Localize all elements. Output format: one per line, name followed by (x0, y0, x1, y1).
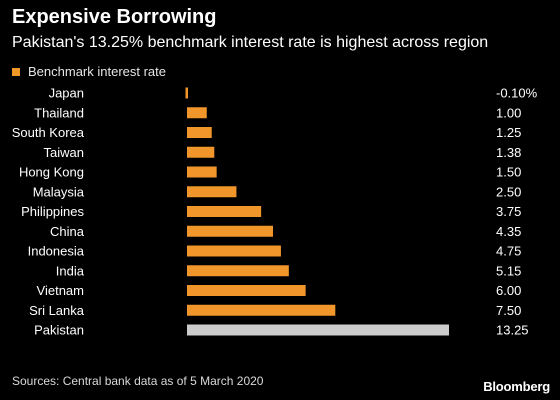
bloomberg-logo: Bloomberg (483, 379, 550, 394)
bar-pakistan (187, 324, 449, 336)
bar-taiwan (187, 146, 215, 158)
value-label-taiwan: 1.38 (496, 145, 521, 160)
category-label-south-korea: South Korea (12, 125, 85, 140)
value-label-thailand: 1.00 (496, 105, 521, 120)
category-label-pakistan: Pakistan (34, 323, 84, 338)
category-label-indonesia: Indonesia (28, 244, 85, 259)
bar-sri-lanka (187, 304, 336, 316)
bar-china (187, 225, 274, 237)
chart-legend: Benchmark interest rate (12, 64, 166, 79)
category-label-hong-kong: Hong Kong (19, 165, 84, 180)
bar-vietnam (187, 285, 306, 296)
category-label-india: India (56, 263, 85, 278)
bar-malaysia (187, 186, 237, 198)
bar-indonesia (187, 245, 281, 257)
legend-label: Benchmark interest rate (28, 64, 167, 79)
category-label-philippines: Philippines (21, 204, 84, 219)
source-note: Sources: Central bank data as of 5 March… (12, 374, 264, 388)
bar-india (187, 265, 289, 277)
category-label-taiwan: Taiwan (44, 145, 84, 160)
value-label-vietnam: 6.00 (496, 283, 521, 298)
bar-philippines (187, 206, 262, 217)
value-label-malaysia: 2.50 (496, 184, 521, 199)
category-label-china: China (50, 224, 85, 239)
value-label-south-korea: 1.25 (496, 125, 521, 140)
category-label-thailand: Thailand (34, 105, 84, 120)
category-label-malaysia: Malaysia (33, 184, 85, 199)
value-label-philippines: 3.75 (496, 204, 521, 219)
value-label-india: 5.15 (496, 263, 521, 278)
category-label-sri-lanka: Sri Lanka (29, 303, 85, 318)
bar-south-korea (187, 127, 212, 138)
value-label-japan: -0.10% (496, 86, 538, 101)
value-label-china: 4.35 (496, 224, 521, 239)
bar-hong-kong (187, 166, 217, 178)
bar-japan (185, 87, 188, 99)
legend-swatch (12, 67, 20, 76)
category-label-vietnam: Vietnam (37, 283, 84, 298)
value-label-indonesia: 4.75 (496, 244, 521, 259)
value-label-sri-lanka: 7.50 (496, 303, 521, 318)
value-label-pakistan: 13.25 (496, 323, 529, 338)
chart-title: Expensive Borrowing (12, 6, 217, 28)
chart-subtitle: Pakistan's 13.25% benchmark interest rat… (12, 34, 489, 51)
bar-thailand (187, 107, 207, 119)
category-label-japan: Japan (49, 86, 84, 101)
value-label-hong-kong: 1.50 (496, 165, 521, 180)
